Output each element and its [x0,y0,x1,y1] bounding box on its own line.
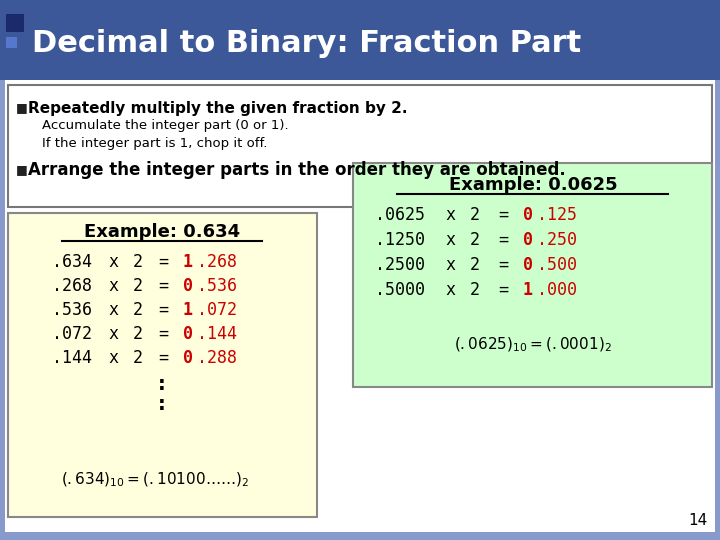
Text: 1: 1 [183,301,193,319]
Text: 2: 2 [470,281,480,299]
Text: 0: 0 [183,349,193,367]
Text: .2500: .2500 [375,256,425,274]
Text: =: = [498,256,508,274]
Text: 0: 0 [183,277,193,295]
Text: .144: .144 [52,349,92,367]
Text: 2: 2 [470,231,480,249]
Text: x: x [445,281,455,299]
Text: Accumulate the integer part (0 or 1).: Accumulate the integer part (0 or 1). [42,119,289,132]
Text: Decimal to Binary: Fraction Part: Decimal to Binary: Fraction Part [32,29,581,57]
Text: .634: .634 [52,253,92,271]
Text: .288: .288 [197,349,237,367]
Text: =: = [158,349,168,367]
Text: 2: 2 [133,301,143,319]
Text: .0625: .0625 [375,206,425,224]
Text: =: = [158,325,168,343]
Text: x: x [108,277,118,295]
Bar [0,0,720,80]
Text: .072: .072 [52,325,92,343]
Text: $(.634)_{10} = (.10100\ldots\ldots)_{2}$: $(.634)_{10} = (.10100\ldots\ldots)_{2}$ [61,471,249,489]
Text: .000: .000 [537,281,577,299]
Text: :: : [158,395,166,415]
Text: .536: .536 [197,277,237,295]
Text: Arrange the integer parts in the order they are obtained.: Arrange the integer parts in the order t… [28,161,566,179]
Text: x: x [108,325,118,343]
Text: :: : [158,375,166,395]
Bar [6,37,17,48]
Bar [5,80,715,532]
FancyBboxPatch shape [8,213,317,517]
Text: ■: ■ [16,164,28,177]
Text: .1250: .1250 [375,231,425,249]
FancyBboxPatch shape [353,163,712,387]
Text: 2: 2 [133,349,143,367]
Text: Example: 0.634: Example: 0.634 [84,223,240,241]
Text: .250: .250 [537,231,577,249]
Text: 2: 2 [133,277,143,295]
Text: 1: 1 [523,281,533,299]
Text: 14: 14 [689,513,708,528]
Text: .268: .268 [52,277,92,295]
Text: x: x [108,301,118,319]
Text: 0: 0 [523,256,533,274]
Text: =: = [158,301,168,319]
Text: =: = [498,206,508,224]
Text: 0: 0 [523,231,533,249]
Text: =: = [498,281,508,299]
Text: .144: .144 [197,325,237,343]
Bar [6,14,24,32]
Text: .500: .500 [537,256,577,274]
FancyBboxPatch shape [8,85,712,207]
Text: If the integer part is 1, chop it off.: If the integer part is 1, chop it off. [42,137,267,150]
Text: 2: 2 [133,325,143,343]
Text: .125: .125 [537,206,577,224]
Text: 2: 2 [470,256,480,274]
Text: x: x [445,206,455,224]
Text: x: x [108,349,118,367]
Text: =: = [158,253,168,271]
Text: =: = [158,277,168,295]
Text: $(.0625)_{10} = (.0001)_{2}$: $(.0625)_{10} = (.0001)_{2}$ [454,336,612,354]
Text: 1: 1 [183,253,193,271]
Text: 0: 0 [523,206,533,224]
Text: x: x [445,231,455,249]
Text: x: x [445,256,455,274]
Text: .268: .268 [197,253,237,271]
Text: ■: ■ [16,102,28,114]
Text: 2: 2 [470,206,480,224]
Text: 0: 0 [183,325,193,343]
Text: .5000: .5000 [375,281,425,299]
Text: .536: .536 [52,301,92,319]
Text: =: = [498,231,508,249]
Text: Repeatedly multiply the given fraction by 2.: Repeatedly multiply the given fraction b… [28,100,408,116]
Text: Example: 0.0625: Example: 0.0625 [449,176,617,194]
Text: x: x [108,253,118,271]
Text: .072: .072 [197,301,237,319]
Text: 2: 2 [133,253,143,271]
